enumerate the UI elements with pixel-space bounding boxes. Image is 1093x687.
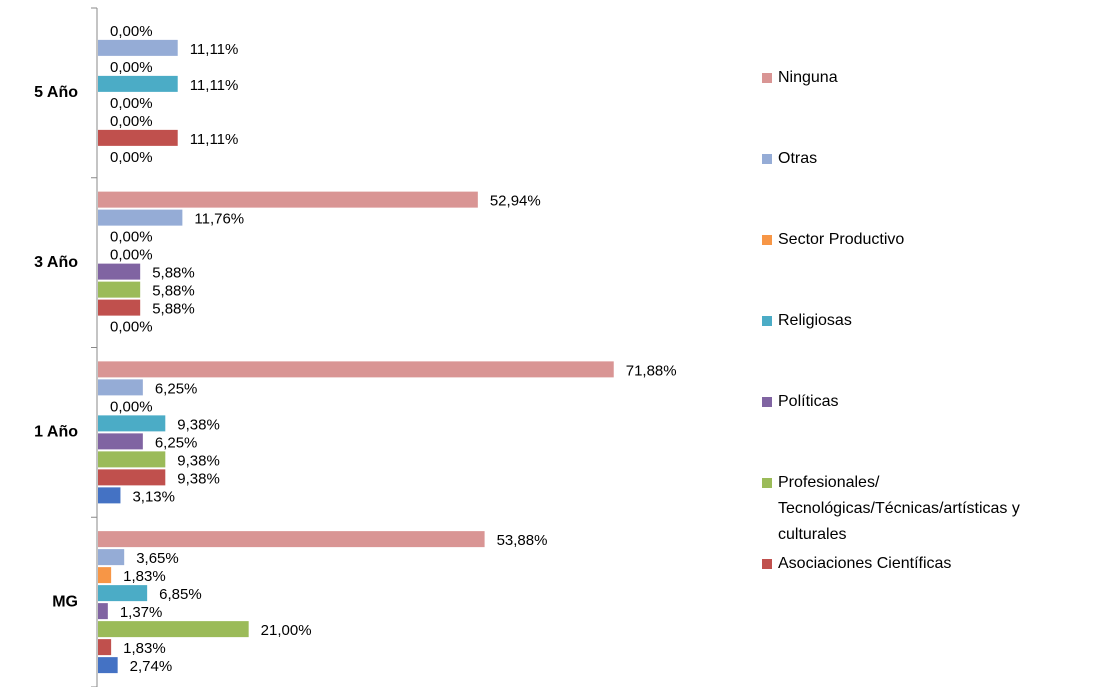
data-label: 11,11% [190,131,239,148]
data-label: 0,00% [110,113,153,130]
y-tick-label: MG [52,593,78,610]
data-label: 0,00% [110,23,153,40]
data-label: 1,83% [123,568,166,585]
data-label: 9,38% [177,416,220,433]
bar [98,415,166,432]
bar [98,379,143,396]
bar [98,191,478,208]
legend-label: Profesionales/ Tecnológicas/Técnicas/art… [778,474,1020,543]
data-label: 21,00% [261,622,312,639]
legend-swatch [762,397,772,407]
data-label: 52,94% [490,193,541,210]
bar [98,433,143,450]
legend-item: Políticas [762,389,1062,415]
data-label: 6,85% [159,586,202,603]
data-label: 6,25% [155,434,198,451]
legend-swatch [762,154,772,164]
legend-swatch [762,316,772,326]
data-label: 3,65% [136,550,179,567]
legend-item: Ninguna [762,65,1062,91]
data-label: 0,00% [110,398,153,415]
y-tick-label: 3 Año [34,254,78,271]
legend-item: Asociaciones Científicas [762,551,1062,577]
bar [98,451,166,468]
data-label: 5,88% [152,283,195,300]
data-label: 5,88% [152,301,195,318]
bar [98,567,112,584]
bar [98,487,121,504]
data-label: 0,00% [110,95,153,112]
legend-item: Otras [762,146,1062,172]
bar [98,361,614,378]
bar [98,281,141,298]
legend-label: Sector Productivo [778,231,905,248]
y-tick-label: 5 Año [34,84,78,101]
bar [98,263,141,280]
y-tick-label: 1 Año [34,424,78,441]
bar [98,75,178,92]
legend-label: Religiosas [778,312,852,329]
bar [98,585,148,602]
bar [98,531,485,548]
data-label: 3,13% [132,488,175,505]
data-label: 2,74% [130,658,173,675]
legend-item: Sector Productivo [762,227,1062,253]
legend-label: Asociaciones Científicas [778,555,952,572]
legend-item: Religiosas [762,308,1062,334]
bar [98,469,166,486]
data-label: 1,83% [123,640,166,657]
data-label: 11,11% [190,77,239,94]
data-label: 5,88% [152,265,195,282]
data-label: 9,38% [177,452,220,469]
data-label: 11,11% [190,41,239,58]
bar [98,603,108,620]
bar [98,39,178,56]
bar [98,209,183,226]
data-label: 11,76% [194,211,244,228]
legend-swatch [762,559,772,569]
data-label: 1,37% [120,604,163,621]
data-label: 0,00% [110,229,153,246]
data-label: 0,00% [110,59,153,76]
data-label: 9,38% [177,470,220,487]
data-label: 71,88% [626,362,677,379]
legend-swatch [762,235,772,245]
legend-item: Profesionales/ Tecnológicas/Técnicas/art… [762,470,1062,548]
legend-label: Políticas [778,393,839,410]
bar [98,299,141,316]
legend-swatch [762,73,772,83]
bar [98,549,125,566]
legend-label: Ninguna [778,69,838,86]
bar [98,621,249,638]
legend-swatch [762,478,772,488]
bar [98,639,112,656]
data-label: 0,00% [110,149,153,166]
bar [98,657,118,674]
legend-label: Otras [778,150,818,167]
data-label: 6,25% [155,380,198,397]
data-label: 53,88% [497,532,548,549]
data-label: 0,00% [110,247,153,264]
data-label: 0,00% [110,319,153,336]
bar [98,129,178,146]
